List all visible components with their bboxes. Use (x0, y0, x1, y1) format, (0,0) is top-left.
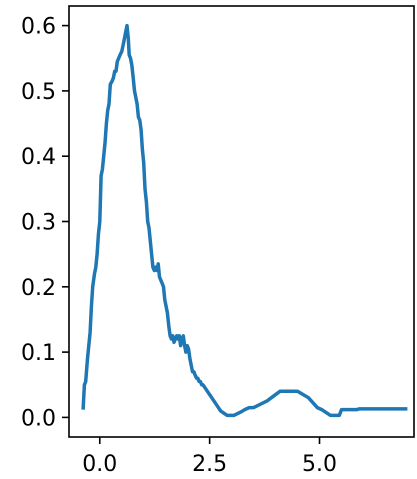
tick-marks (62, 24, 321, 444)
y-tick-label: 0.1 (21, 341, 56, 366)
plot-area (81, 23, 408, 418)
series-line-0 (81, 23, 408, 418)
y-tick-label: 0.4 (21, 145, 56, 170)
x-tick-label: 2.5 (192, 452, 227, 477)
y-tick-label: 0.2 (21, 276, 56, 301)
y-tick-label: 0.6 (21, 15, 56, 40)
y-tick-label: 0.5 (21, 80, 56, 105)
x-tick-label: 5.0 (302, 452, 337, 477)
y-tick-label: 0.3 (21, 211, 56, 236)
x-tick-label: 0.0 (82, 452, 117, 477)
y-tick-label: 0.0 (21, 406, 56, 431)
tick-labels: 0.0 2.5 5.0 0.0 0.1 0.2 0.3 0.4 0.5 0.6 (21, 15, 337, 477)
